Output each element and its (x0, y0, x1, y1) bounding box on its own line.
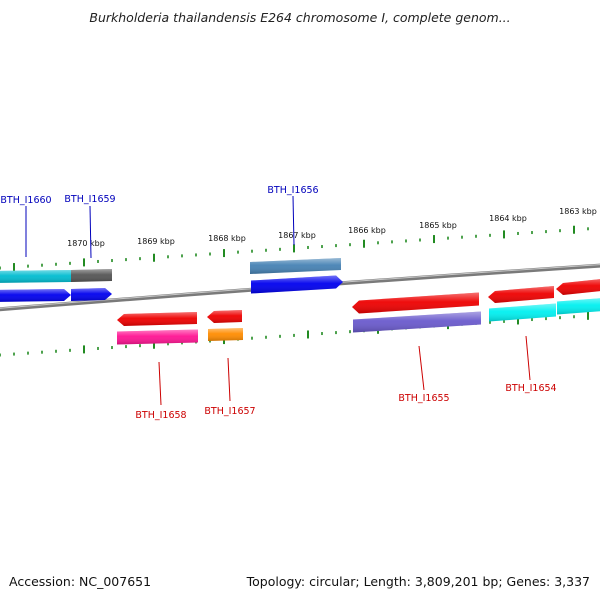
leader-line-bth-i1659 (89, 205, 92, 259)
gene-feature-shading (71, 269, 112, 282)
gene-label-bth-i1658[interactable]: BTH_I1658 (135, 410, 186, 421)
gene-feature-shading (117, 312, 197, 326)
topology-summary-text: Topology: circular; Length: 3,809,201 bp… (246, 574, 590, 589)
gene-feature-shading (0, 289, 71, 302)
gene-feature-shading (489, 303, 556, 322)
gene-label-bth-i1656[interactable]: BTH_I1656 (267, 185, 318, 196)
gene-label-bth-i1657[interactable]: BTH_I1657 (204, 406, 255, 417)
gene-feature-shading (488, 286, 554, 303)
gene-label-bth-i1659[interactable]: BTH_I1659 (64, 194, 115, 205)
gene-feature-shading (208, 328, 243, 341)
leader-line-bth-i1654 (525, 335, 531, 381)
leader-line-bth-i1657 (227, 357, 231, 402)
tick-label-1866-kbp: 1866 kbp (348, 226, 386, 235)
gene-feature-shading (556, 279, 600, 295)
leader-line-bth-i1656 (292, 195, 295, 246)
gene-feature-shading (352, 292, 479, 314)
gene-feature-shading (250, 258, 341, 274)
gene-feature-shading (557, 298, 600, 315)
gene-feature-shading (353, 311, 481, 333)
leader-lines (25, 195, 531, 406)
tick-label-1868-kbp: 1868 kbp (208, 234, 246, 243)
map-title: Burkholderia thailandensis E264 chromoso… (89, 10, 510, 25)
gene-label-bth-i1660[interactable]: BTH_I1660 (0, 195, 51, 206)
tick-label-1869-kbp: 1869 kbp (137, 237, 175, 246)
gene-feature-shading (0, 270, 71, 283)
tick-label-1863-kbp: 1863 kbp (559, 207, 597, 216)
gene-label-bth-i1655[interactable]: BTH_I1655 (398, 393, 449, 404)
gene-feature-shading (117, 329, 198, 345)
gene-feature-shading (251, 275, 343, 294)
leader-line-bth-i1658 (158, 361, 162, 406)
tick-label-1864-kbp: 1864 kbp (489, 214, 527, 223)
tick-label-1867-kbp: 1867 kbp (278, 231, 316, 240)
tick-label-1870-kbp: 1870 kbp (67, 239, 105, 248)
gene-label-bth-i1654[interactable]: BTH_I1654 (505, 383, 556, 394)
ruler-top (0, 225, 589, 272)
tick-label-1865-kbp: 1865 kbp (419, 221, 457, 230)
gene-feature-shading (207, 310, 242, 323)
leader-line-bth-i1655 (418, 345, 425, 391)
feature-track (0, 258, 600, 345)
accession-text: Accession: NC_007651 (9, 574, 151, 589)
gene-feature-shading (71, 288, 112, 301)
